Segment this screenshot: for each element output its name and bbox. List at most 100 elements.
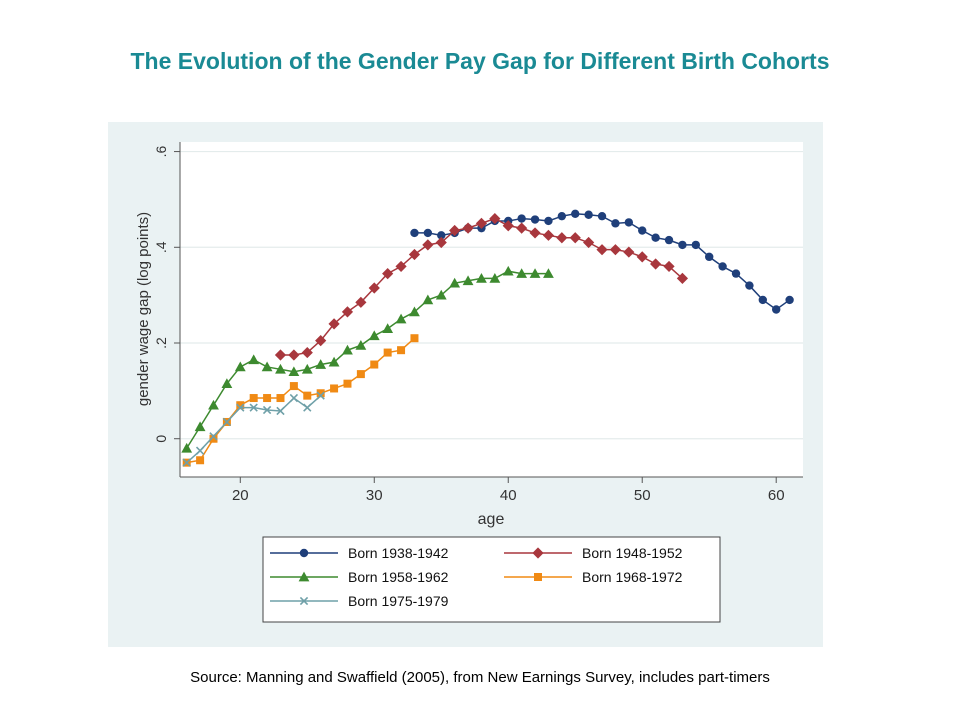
x-tick-label: 30 bbox=[366, 487, 383, 504]
data-point bbox=[718, 262, 727, 271]
data-point bbox=[342, 344, 353, 355]
data-point bbox=[355, 296, 367, 308]
data-point bbox=[597, 211, 607, 221]
data-point bbox=[397, 346, 406, 355]
data-point bbox=[195, 446, 205, 455]
data-point bbox=[678, 240, 687, 250]
data-point bbox=[544, 216, 553, 226]
data-point bbox=[435, 289, 447, 300]
data-point bbox=[208, 399, 219, 410]
y-tick-label: .2 bbox=[153, 337, 169, 349]
y-tick-label: .6 bbox=[153, 146, 169, 158]
data-point bbox=[502, 265, 514, 276]
data-point bbox=[395, 313, 407, 324]
data-point bbox=[475, 217, 488, 229]
data-point bbox=[234, 361, 246, 372]
data-point bbox=[209, 432, 218, 441]
data-point bbox=[489, 272, 501, 283]
legend-label: Born 1968-1972 bbox=[582, 569, 683, 585]
y-axis-label: gender wage gap (log points) bbox=[135, 212, 152, 406]
plot-area bbox=[180, 142, 803, 477]
data-point bbox=[423, 228, 433, 238]
data-point bbox=[731, 269, 741, 278]
data-point bbox=[196, 456, 205, 465]
data-point bbox=[343, 379, 352, 388]
data-point bbox=[557, 211, 567, 221]
data-point bbox=[301, 363, 313, 374]
data-point bbox=[651, 233, 660, 242]
data-point bbox=[275, 363, 286, 374]
data-point bbox=[705, 252, 714, 262]
data-point bbox=[517, 214, 526, 223]
legend-label: Born 1958-1962 bbox=[348, 569, 449, 585]
legend-marker bbox=[534, 573, 542, 581]
data-point bbox=[194, 421, 206, 432]
legend-label: Born 1938-1942 bbox=[348, 545, 449, 561]
data-point bbox=[650, 258, 662, 270]
data-point bbox=[449, 224, 461, 237]
data-point bbox=[328, 356, 340, 367]
x-tick-label: 20 bbox=[232, 487, 249, 504]
data-point bbox=[236, 403, 245, 412]
data-point bbox=[182, 458, 191, 467]
legend-label: Born 1948-1952 bbox=[582, 545, 683, 561]
data-point bbox=[261, 361, 273, 372]
legend: Born 1938-1942 Born 1948-1952 Born 1958-19… bbox=[262, 536, 721, 623]
data-point bbox=[611, 219, 620, 228]
axes: 0 .2 .4 .6 20 30 40 50 60 bbox=[153, 142, 803, 504]
data-point bbox=[516, 222, 528, 234]
data-point bbox=[288, 366, 300, 377]
series-group bbox=[181, 209, 794, 467]
data-point bbox=[422, 294, 434, 305]
data-point bbox=[462, 275, 474, 286]
data-point bbox=[263, 394, 272, 403]
x-tick-label: 60 bbox=[768, 487, 785, 504]
data-point bbox=[288, 349, 300, 361]
data-point bbox=[530, 215, 540, 224]
data-point bbox=[636, 251, 648, 263]
data-point bbox=[368, 330, 380, 341]
data-point bbox=[316, 389, 325, 398]
legend-marker bbox=[298, 571, 310, 582]
data-point bbox=[583, 236, 595, 249]
data-point bbox=[382, 323, 394, 333]
legend-marker bbox=[299, 596, 309, 606]
data-point bbox=[691, 240, 701, 250]
data-point bbox=[248, 354, 260, 365]
data-point bbox=[422, 239, 434, 251]
data-point bbox=[489, 212, 501, 225]
data-point bbox=[409, 306, 420, 317]
data-point bbox=[289, 393, 299, 403]
data-point bbox=[181, 442, 193, 453]
data-point bbox=[437, 231, 446, 240]
data-point bbox=[435, 236, 447, 249]
data-point bbox=[772, 305, 781, 314]
data-point bbox=[222, 417, 232, 427]
data-point bbox=[209, 434, 218, 443]
data-point bbox=[316, 391, 325, 400]
data-point bbox=[745, 281, 754, 290]
data-point bbox=[249, 403, 258, 412]
slide-title: The Evolution of the Gender Pay Gap for … bbox=[130, 48, 830, 74]
data-point bbox=[370, 360, 379, 369]
data-point bbox=[664, 235, 674, 245]
data-point bbox=[410, 228, 419, 238]
data-point bbox=[584, 210, 593, 219]
data-point bbox=[596, 244, 608, 256]
source-note: Source: Manning and Swaffield (2005), fr… bbox=[190, 669, 770, 686]
data-point bbox=[330, 384, 339, 393]
x-axis-label: age bbox=[478, 511, 505, 528]
data-point bbox=[623, 246, 635, 258]
data-point bbox=[542, 229, 555, 241]
y-tick-label: .4 bbox=[153, 241, 169, 253]
chart-panel: 0 .2 .4 .6 20 30 40 50 60 age gender wage gap (l… bbox=[108, 122, 823, 647]
x-tick-label: 40 bbox=[500, 487, 517, 504]
data-point bbox=[571, 209, 580, 218]
data-point bbox=[476, 272, 487, 283]
x-tick-label: 50 bbox=[634, 487, 651, 504]
data-point bbox=[410, 334, 419, 343]
data-point bbox=[249, 394, 258, 403]
legend-marker bbox=[532, 547, 544, 559]
data-point bbox=[408, 248, 421, 261]
data-point bbox=[758, 295, 768, 305]
